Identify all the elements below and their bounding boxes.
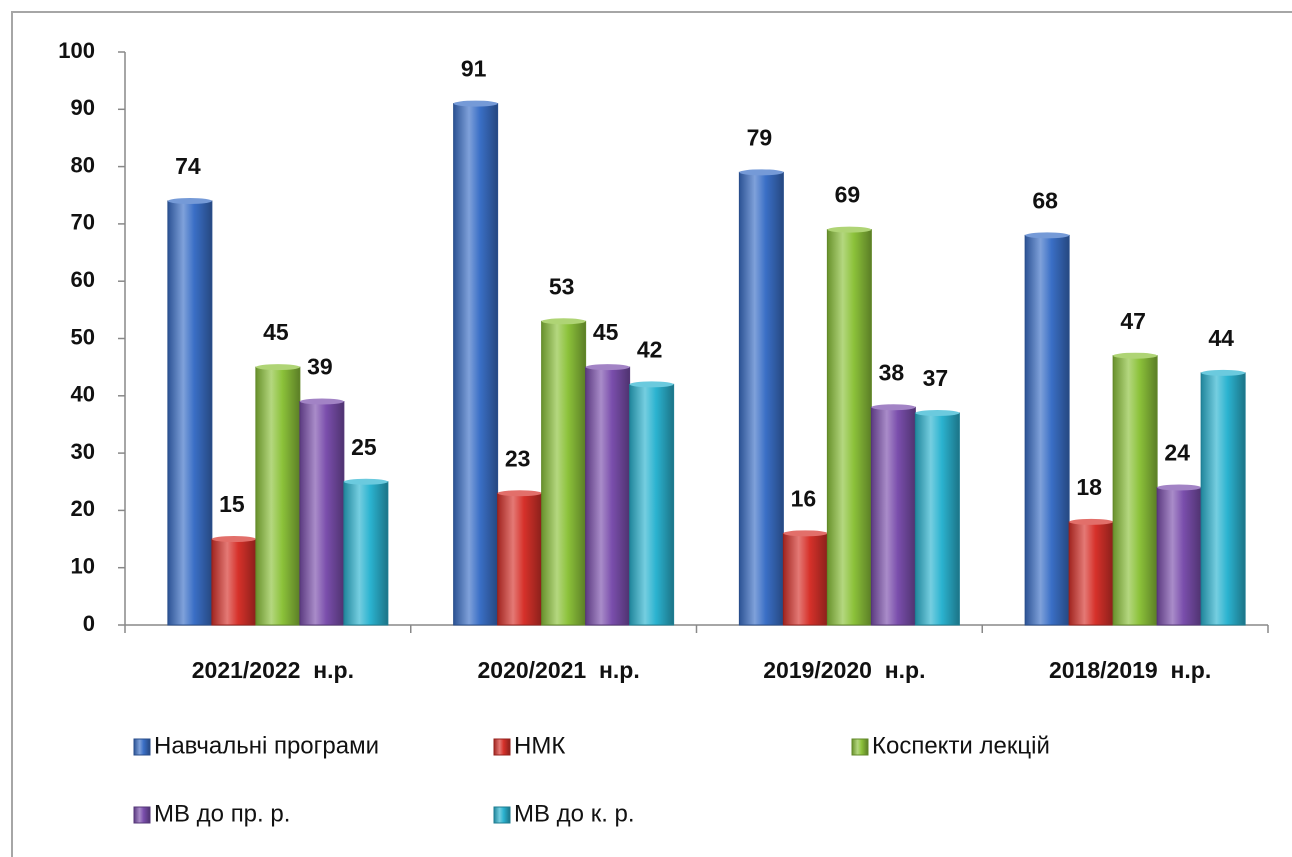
bar-top (1201, 369, 1246, 376)
bar (1112, 355, 1158, 626)
bar-top (541, 318, 586, 325)
data-label: 47 (1120, 308, 1146, 334)
bar-top (167, 197, 212, 204)
y-tick-label: 0 (83, 611, 95, 636)
data-label: 42 (637, 336, 663, 362)
bar (1200, 372, 1246, 626)
data-label: 53 (549, 273, 575, 299)
data-label: 18 (1076, 474, 1102, 500)
x-tick-label: 2018/2019 н.р. (1049, 657, 1211, 683)
bar-top (827, 226, 872, 233)
y-tick-label: 20 (71, 496, 95, 521)
bar-top (255, 364, 300, 371)
bar-top (1157, 484, 1202, 491)
x-tick-label: 2019/2020 н.р. (763, 657, 925, 683)
bar-top (871, 404, 916, 411)
data-label: 37 (923, 365, 949, 391)
legend-swatch (493, 806, 511, 824)
bar-top (739, 169, 784, 176)
bar-top (783, 530, 828, 537)
bar (1024, 234, 1070, 626)
y-tick-label: 30 (71, 439, 95, 464)
data-label: 44 (1208, 325, 1234, 351)
bar (870, 406, 916, 626)
bar (343, 481, 389, 626)
bar (167, 200, 213, 626)
data-label: 39 (307, 354, 333, 380)
y-tick-label: 60 (71, 267, 95, 292)
bar (299, 401, 345, 626)
bar-top (1113, 352, 1158, 359)
bar (541, 320, 587, 626)
data-label: 38 (879, 359, 905, 385)
bar (1068, 521, 1114, 626)
bar (497, 492, 543, 626)
x-tick-label: 2021/2022 н.р. (192, 657, 354, 683)
y-tick-label: 10 (71, 554, 95, 579)
data-label: 68 (1032, 187, 1058, 213)
legend-swatch (133, 806, 151, 824)
legend-label: Коспекти лекцій (872, 732, 1050, 759)
bar (826, 229, 872, 626)
bar-top (299, 398, 344, 405)
data-label: 16 (791, 485, 817, 511)
legend-swatch (133, 738, 151, 756)
y-tick-label: 100 (58, 38, 95, 63)
data-label: 15 (219, 491, 245, 517)
data-label: 69 (835, 182, 861, 208)
bar (585, 366, 631, 626)
legend-swatch (493, 738, 511, 756)
bar (914, 412, 960, 626)
bar (738, 171, 784, 626)
chart-border (11, 11, 1292, 857)
bar-top (343, 478, 388, 485)
data-label: 45 (593, 319, 619, 345)
bar-top (453, 100, 498, 107)
data-label: 91 (461, 56, 487, 82)
x-tick-label: 2020/2021 н.р. (478, 657, 640, 683)
bar-top (915, 409, 960, 416)
legend-label: МВ до пр. р. (154, 800, 290, 827)
bar (1156, 486, 1202, 626)
data-label: 74 (175, 153, 201, 179)
legend-label: НМК (514, 732, 565, 759)
bar-top (629, 381, 674, 388)
bar (629, 383, 675, 626)
y-tick-label: 90 (71, 95, 95, 120)
data-label: 45 (263, 319, 289, 345)
bar-top (585, 364, 630, 371)
bar (211, 538, 257, 626)
y-tick-label: 70 (71, 210, 95, 235)
bar-top (1069, 518, 1114, 525)
legend-label: Навчальні програми (154, 732, 379, 759)
legend-swatch (851, 738, 869, 756)
bar-top (1025, 232, 1070, 239)
y-tick-label: 50 (71, 324, 95, 349)
data-label: 25 (351, 434, 377, 460)
y-tick-label: 80 (71, 152, 95, 177)
y-tick-label: 40 (71, 382, 95, 407)
bar (782, 532, 828, 626)
data-label: 79 (747, 124, 773, 150)
data-label: 24 (1164, 440, 1190, 466)
data-label: 23 (505, 445, 531, 471)
bar (255, 366, 301, 626)
bar (453, 103, 499, 626)
legend-label: МВ до к. р. (514, 800, 635, 827)
bar-top (211, 536, 256, 543)
bar-top (497, 490, 542, 497)
